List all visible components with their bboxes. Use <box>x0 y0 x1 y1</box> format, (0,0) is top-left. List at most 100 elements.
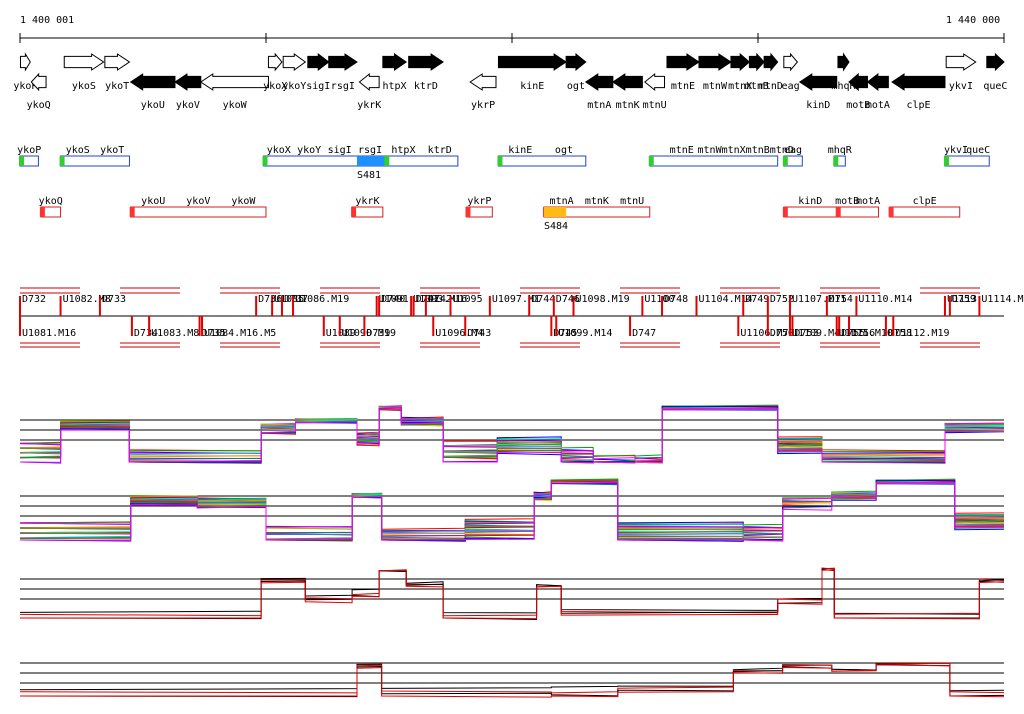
segment-label-top: D749 <box>745 294 769 305</box>
plus-transcript-label: ykvI <box>944 145 968 156</box>
gene-label-ykoQ: ykoQ <box>27 100 51 111</box>
gene-arrow-ykoS <box>63 53 105 71</box>
minus-transcript-label: mtnA <box>550 196 574 207</box>
minus-expression-profile-line <box>19 482 1005 542</box>
segment-label-top: D740 <box>381 294 405 305</box>
segment-label-top: U1085 <box>274 294 304 305</box>
minus-start-marker <box>351 207 357 217</box>
minus-box <box>836 206 880 218</box>
segment-label-bottom: U1084.M16.M5 <box>204 328 276 339</box>
plus-highlight-label: S481 <box>357 170 381 181</box>
coordinate-ruler: 1 400 001 1 440 000 <box>19 15 1005 43</box>
gene-arrow-ogt <box>565 52 587 72</box>
ruler-start-label: 1 400 001 <box>20 15 74 26</box>
gene-label-eag: eag <box>782 81 800 92</box>
minus-transcript-label: ykoW <box>231 196 256 207</box>
segment-label-top: U1113 <box>947 294 977 305</box>
minus-strand-expression-profiles <box>19 478 1005 542</box>
gene-arrow-kinE <box>497 53 568 71</box>
segment-label-bottom: D735 <box>202 328 226 339</box>
gene-label-htpX: htpX <box>382 81 406 92</box>
minus-transcript-label: ykoU <box>141 196 165 207</box>
plus-transcript-label: kinE <box>508 145 532 156</box>
minus-start-marker <box>129 207 135 217</box>
plus-box <box>384 155 459 167</box>
gene-arrow-mhqR <box>837 52 850 72</box>
ruler-end-label: 1 440 000 <box>946 15 1000 26</box>
segment-label-bottom: U1096.M4 <box>435 328 483 339</box>
segment-label-top: U1091 <box>379 294 409 305</box>
segment-label-top: D752 <box>770 294 794 305</box>
plus-start-marker <box>59 156 65 166</box>
minus-summary-profile-line <box>19 663 1005 692</box>
plus-transcript-label: mtnWmtnXmtnBmtnD <box>698 145 794 156</box>
gene-label-ykoX: ykoX <box>263 81 287 92</box>
minus-strand-transcript-track: ykoQ ykoU ykoV ykoW ykrK ykrP S484 mtnA mtnK mtnU… <box>39 196 961 232</box>
segment-label-top: D736 <box>258 294 282 305</box>
segment-label-top: D746 <box>556 294 580 305</box>
gene-label-ykoU: ykoU <box>141 100 165 111</box>
minus-expression-profile-line <box>19 478 1005 542</box>
plus-expression-profile-line <box>19 408 1005 464</box>
plus-summary-profile-line <box>20 569 1005 620</box>
plus-transcript-label: ykoP <box>17 145 41 156</box>
plus-transcript-label: ykoT <box>100 145 124 156</box>
gene-label-ykoT: ykoT <box>105 81 129 92</box>
segment-label-bottom: U1083.M8 <box>151 328 199 339</box>
segment-label-top: D744 <box>531 294 555 305</box>
gene-arrow-sigI <box>307 52 330 72</box>
gene-label-motA: motA <box>866 100 890 111</box>
plus-strand-transcript-track: ykoP ykoS ykoT S481 ykoX ykoY sigI rsgI htpX ktrD… <box>17 145 990 181</box>
segment-label-bottom: D747 <box>632 328 656 339</box>
segment-label-bottom: D758 <box>888 328 912 339</box>
plus-box <box>944 155 990 167</box>
gene-label-mtnK: mtnK <box>616 100 640 111</box>
gene-arrow-rsgI <box>328 53 358 71</box>
gene-label-mhqR: mhqR <box>831 81 856 92</box>
segment-label-top: U1082.M8 <box>63 294 111 305</box>
gene-label-mtnW: mtnW <box>703 81 728 92</box>
gene-label-ykoP: ykoP <box>13 81 37 92</box>
gene-arrow-ykvI <box>945 53 977 71</box>
gene-label-kinD: kinD <box>806 100 830 111</box>
plus-box <box>649 155 779 167</box>
gene-label-sigI: sigI <box>306 81 330 92</box>
gene-arrow-eag <box>783 52 799 72</box>
gene-label-ykoV: ykoV <box>176 100 200 111</box>
plus-summary-profile-line <box>19 567 1005 615</box>
plus-start-marker <box>833 156 839 166</box>
gene-arrow-mtnU <box>644 72 666 92</box>
minus-transcript-label: motA <box>856 196 880 207</box>
segment-label-bottom: U1111.M10 <box>839 328 893 339</box>
segment-label-bottom: U1081.M16 <box>22 328 76 339</box>
segment-label-top: U1098.M19 <box>575 294 629 305</box>
segment-label-top: U1100 <box>644 294 674 305</box>
gene-arrow-ykoU <box>129 73 176 91</box>
segment-label-bottom: U1090.M19 <box>342 328 396 339</box>
plus-expression-profile-line <box>19 408 1005 464</box>
gene-arrow-motB <box>848 72 868 92</box>
plus-transcript-label: ktrD <box>428 145 452 156</box>
plus-transcript-label: rsgI <box>358 145 382 156</box>
gene-arrow-clpE <box>891 73 946 91</box>
segment-label-bottom: U1099.M14 <box>558 328 612 339</box>
plus-start-marker <box>384 156 390 166</box>
plus-start-marker <box>262 156 268 166</box>
segment-label-bottom: D745 <box>553 328 577 339</box>
segment-label-top: D732 <box>22 294 46 305</box>
minus-expression-profile-line <box>19 479 1005 542</box>
plus-strand-summary-profile <box>19 567 1005 621</box>
gene-arrow-mtnW <box>698 53 732 71</box>
segment-label-top: U1097.M1 <box>492 294 540 305</box>
gene-label-ykoS: ykoS <box>72 81 96 92</box>
minus-box <box>889 206 961 218</box>
minus-transcript-label: kinD <box>798 196 822 207</box>
gene-label-kinE: kinE <box>520 81 544 92</box>
plus-transcript-label: htpX <box>391 145 415 156</box>
minus-start-marker <box>39 207 45 217</box>
gene-arrow-mtnB <box>748 52 765 72</box>
segment-label-top: U1086.M19 <box>295 294 349 305</box>
gene-arrow-ykoT <box>104 53 131 71</box>
segment-label-top: U1110.M14 <box>858 294 912 305</box>
